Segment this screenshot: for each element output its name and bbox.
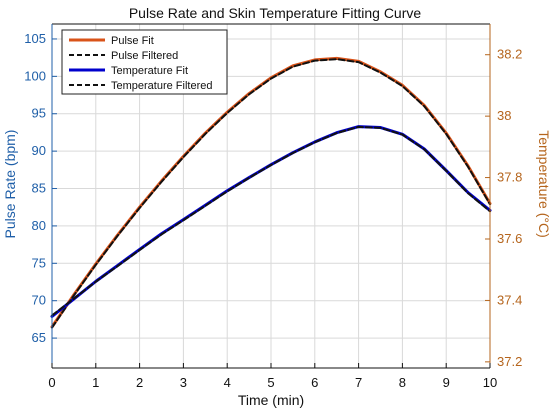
legend: Pulse Fit Pulse Filtered Temperature Fit… xyxy=(61,29,228,95)
legend-pulse-fit-label: Pulse Fit xyxy=(111,35,154,47)
series-layer xyxy=(50,56,492,329)
x-tick-label: 10 xyxy=(483,375,497,390)
y-left-tick-label: 70 xyxy=(32,293,46,308)
y-right-tick-label: 37.6 xyxy=(497,231,522,246)
series-pulse-filtered xyxy=(51,58,491,329)
x-tick-label: 3 xyxy=(180,375,187,390)
y-right-tick-label: 37.2 xyxy=(497,354,522,369)
y-left-tick-label: 85 xyxy=(32,181,46,196)
y-right-tick-label: 37.8 xyxy=(497,170,522,185)
x-tick-label: 8 xyxy=(399,375,406,390)
y-right-tick-label: 37.4 xyxy=(497,292,522,307)
y-left-tick-label: 75 xyxy=(32,255,46,270)
legend-pulse-filtered-label: Pulse Filtered xyxy=(111,50,178,62)
y-left-tick-label: 80 xyxy=(32,218,46,233)
x-tick-label: 0 xyxy=(48,375,55,390)
legend-temperature-filtered-label: Temperature Filtered xyxy=(111,80,213,92)
x-tick-label: 6 xyxy=(311,375,318,390)
x-tick-label: 7 xyxy=(355,375,362,390)
y-left-tick-label: 95 xyxy=(32,106,46,121)
x-tick-label: 4 xyxy=(224,375,231,390)
legend-temperature-fit-label: Temperature Fit xyxy=(111,65,188,77)
y-left-tick-label: 65 xyxy=(32,330,46,345)
x-tick-label: 1 xyxy=(92,375,99,390)
chart-title: Pulse Rate and Skin Temperature Fitting … xyxy=(129,5,422,21)
y-left-tick-label: 90 xyxy=(32,143,46,158)
x-tick-label: 2 xyxy=(136,375,143,390)
x-tick-label: 9 xyxy=(443,375,450,390)
y-right-tick-label: 38.2 xyxy=(497,47,522,62)
y-left-tick-label: 100 xyxy=(24,68,46,83)
x-axis-label: Time (min) xyxy=(238,392,304,408)
right-axis-label: Temperature (°C) xyxy=(536,130,550,238)
y-left-tick-label: 105 xyxy=(24,31,46,46)
left-axis-label: Pulse Rate (bpm) xyxy=(2,130,18,239)
x-tick-label: 5 xyxy=(267,375,274,390)
y-right-tick-label: 38 xyxy=(497,108,511,123)
series-temperature-filtered xyxy=(51,125,491,317)
axis-layer: 0 1 2 3 4 5 6 7 8 9 10 65 70 75 80 85 90 95 100 105 37.2 37.4… xyxy=(24,23,522,390)
